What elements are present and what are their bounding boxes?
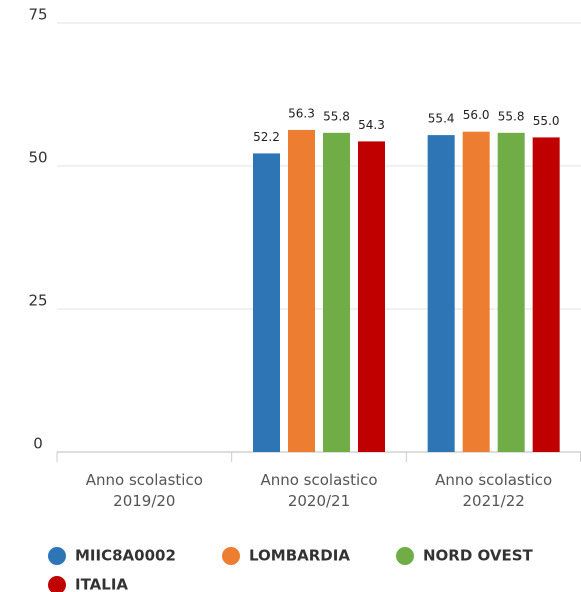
bar	[358, 141, 385, 453]
value-label: 56.3	[288, 106, 315, 120]
value-label: 52.2	[253, 130, 280, 144]
legend-label: ITALIA	[75, 576, 128, 592]
y-tick-label: 0	[33, 435, 43, 453]
bar	[532, 137, 560, 452]
bar	[253, 153, 280, 452]
legend-marker	[222, 547, 240, 565]
legend-label: LOMBARDIA	[249, 547, 350, 565]
legend-label: NORD OVEST	[423, 547, 534, 565]
y-tick-label: 75	[28, 6, 47, 24]
value-label: 55.8	[323, 109, 350, 123]
legend-marker	[48, 547, 66, 565]
x-tick-label: Anno scolastico 2019/20	[86, 471, 203, 510]
x-tick-label: Anno scolastico 2021/22	[435, 471, 552, 510]
legend-marker	[48, 576, 66, 592]
bar	[497, 132, 525, 452]
value-label: 54.3	[358, 118, 385, 132]
legend-marker	[396, 547, 414, 565]
value-label: 55.4	[428, 112, 455, 126]
bar	[323, 132, 350, 452]
bar	[427, 135, 455, 452]
y-tick-label: 25	[28, 292, 47, 310]
legend-label: MIIC8A0002	[75, 547, 176, 565]
value-label: 55.0	[533, 114, 560, 128]
y-tick-label: 50	[28, 149, 47, 167]
value-label: 55.8	[498, 109, 525, 123]
value-label: 56.0	[463, 108, 490, 122]
bar	[462, 131, 490, 452]
x-tick-label: Anno scolastico 2020/21	[260, 471, 377, 510]
bar	[288, 129, 315, 453]
